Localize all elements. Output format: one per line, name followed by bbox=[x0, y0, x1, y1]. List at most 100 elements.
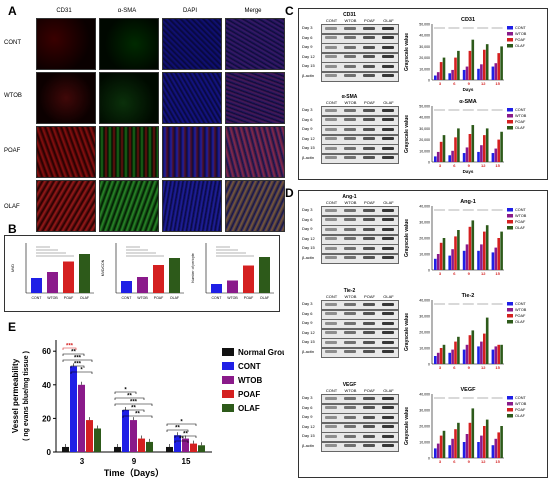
c-band bbox=[382, 45, 394, 49]
d-xtick-label: 3 bbox=[439, 459, 442, 464]
d-band bbox=[363, 246, 375, 250]
d-ytick-label: 10,000 bbox=[419, 253, 430, 257]
d-lane-label: POAF bbox=[364, 200, 375, 205]
c-band bbox=[344, 36, 356, 39]
column-label-dapi: DAPI bbox=[182, 8, 197, 14]
micrograph-poaf-cd31 bbox=[36, 126, 96, 178]
d-band bbox=[325, 434, 337, 438]
e-bar bbox=[62, 446, 69, 452]
d-bar bbox=[483, 333, 486, 364]
c-xtick-label: 12 bbox=[481, 81, 486, 86]
d-bar bbox=[439, 435, 443, 458]
micrograph-olaf-merge bbox=[225, 180, 285, 232]
d-bar bbox=[468, 422, 472, 458]
d-bar bbox=[439, 348, 443, 364]
e-bar bbox=[130, 420, 137, 452]
d-xtick-label: 15 bbox=[495, 271, 500, 276]
micrograph-cont-dapi bbox=[162, 18, 222, 70]
d-band bbox=[325, 444, 337, 447]
d-bar bbox=[465, 244, 469, 270]
c-legend-label: CONT bbox=[515, 108, 526, 112]
micrograph-cont-merge bbox=[225, 18, 285, 70]
c-band bbox=[344, 74, 356, 77]
c-bar bbox=[491, 153, 495, 162]
d-lane-label: OLAF bbox=[383, 200, 394, 205]
d-bar bbox=[500, 231, 503, 270]
b-tick-label: WTOB bbox=[47, 296, 58, 300]
d-ytick-label: 40,000 bbox=[419, 393, 430, 397]
d-band bbox=[325, 227, 337, 231]
d-band bbox=[382, 256, 394, 259]
d-bar bbox=[497, 432, 500, 458]
d-band bbox=[344, 340, 356, 344]
d-legend-swatch bbox=[507, 320, 513, 324]
e-sig-bracket bbox=[114, 397, 145, 400]
d-band bbox=[344, 331, 356, 334]
c-band bbox=[344, 45, 356, 49]
c-legend-label: POAF bbox=[515, 38, 526, 42]
d-bar bbox=[436, 443, 440, 458]
e-bar bbox=[86, 420, 93, 452]
c-xlabel: Days bbox=[463, 169, 474, 174]
d-ytick-label: 40,000 bbox=[419, 299, 430, 303]
e-sig-bracket bbox=[166, 429, 189, 432]
b-bar bbox=[259, 257, 270, 293]
c-lane-label: CONT bbox=[325, 100, 338, 105]
d-band bbox=[344, 350, 356, 353]
c-blot-title: α-SMA bbox=[341, 94, 358, 100]
d-ytick-label: 20,000 bbox=[419, 425, 430, 429]
micrograph-wtob-cd31 bbox=[36, 72, 96, 124]
c-band bbox=[344, 55, 356, 58]
b-tick-label: CONT bbox=[32, 296, 43, 300]
e-sig-label: * bbox=[80, 368, 83, 374]
b-bar bbox=[47, 272, 58, 293]
b-bar bbox=[227, 280, 238, 293]
d-band bbox=[344, 444, 356, 447]
d-bar bbox=[448, 445, 451, 458]
c-bar bbox=[436, 72, 440, 80]
d-bar bbox=[465, 434, 469, 458]
c-band bbox=[382, 127, 394, 131]
e-bar bbox=[78, 384, 85, 452]
d-row-label: β-actin bbox=[302, 442, 315, 448]
c-bar bbox=[462, 153, 466, 162]
d-band bbox=[325, 256, 337, 259]
e-xtick-label: 3 bbox=[80, 457, 85, 466]
d-band bbox=[344, 302, 356, 306]
e-ytick-label: 40 bbox=[42, 381, 51, 390]
d-row-label: Day 9 bbox=[302, 226, 313, 231]
panel-c-box bbox=[298, 8, 548, 180]
d-bar bbox=[462, 250, 466, 270]
c-xtick-label: 6 bbox=[453, 81, 456, 86]
d-bar bbox=[477, 250, 480, 270]
d-bar bbox=[434, 448, 437, 458]
c-legend-label: WTOB bbox=[515, 114, 527, 118]
d-legend-label: OLAF bbox=[515, 320, 526, 324]
d-bar bbox=[480, 244, 483, 270]
c-band bbox=[363, 108, 375, 112]
d-band bbox=[382, 350, 394, 353]
e-legend-swatch bbox=[222, 348, 234, 356]
column-label-merge: Merge bbox=[244, 8, 262, 14]
c-ytick-label: 50,000 bbox=[419, 23, 430, 27]
d-row-label: Day 6 bbox=[302, 404, 313, 410]
c-band bbox=[325, 26, 337, 30]
d-bar bbox=[485, 317, 489, 364]
c-band bbox=[382, 118, 394, 121]
c-bar bbox=[465, 147, 469, 162]
d-band bbox=[363, 208, 375, 212]
c-band bbox=[363, 156, 375, 159]
d-bar bbox=[465, 344, 469, 364]
c-band bbox=[325, 45, 337, 49]
c-chart-title: CD31 bbox=[461, 17, 475, 23]
d-row-label: Day 12 bbox=[302, 423, 315, 429]
e-ytick-label: 0 bbox=[47, 448, 52, 457]
b-tick-label: OLAF bbox=[260, 296, 269, 300]
d-row-label: Day 12 bbox=[302, 329, 315, 335]
d-bar bbox=[462, 442, 466, 458]
d-band bbox=[344, 396, 356, 400]
d-bar bbox=[491, 349, 495, 364]
d-xtick-label: 15 bbox=[495, 459, 500, 464]
d-band bbox=[325, 350, 337, 353]
d-chart-title: Ang-1 bbox=[460, 199, 476, 205]
